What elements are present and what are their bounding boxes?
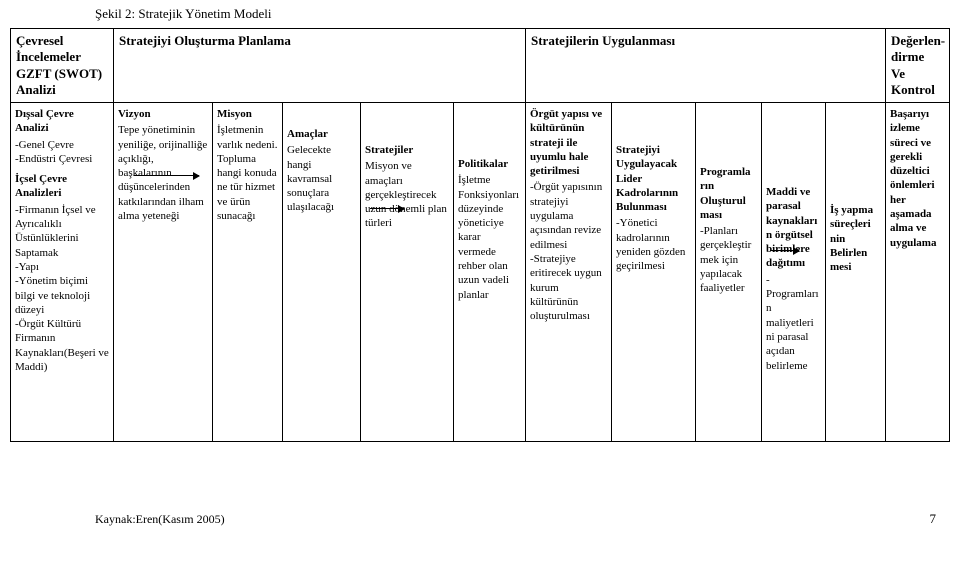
label-external-env: Dışsal Çevre Analizi [15,107,109,136]
source-label: Kaynak:Eren(Kasım 2005) [95,512,950,527]
text-resources: - Programları n maliyetleri ni parasal a… [766,273,821,373]
figure-title: Şekil 2: Stratejik Yönetim Modeli [95,6,950,22]
text-external-env: -Genel Çevre -Endüstri Çevresi [15,138,109,167]
col-vision: Vizyon Tepe yönetiminin yeniliğe, orijin… [114,103,213,441]
label-mission: Misyon [217,107,278,121]
header-cell-planning: Stratejiyi Oluşturma Planlama [114,29,526,102]
col-org-structure: Örgüt yapısı ve kültürünün strateji ile … [526,103,612,441]
col-resources: Maddi ve parasal kaynakları n örgütsel b… [762,103,826,441]
label-programs: Programla rın Oluşturul ması [700,165,757,222]
col-mission: Misyon İşletmenin varlık nedeni. Topluma… [213,103,283,441]
col-monitoring: Başarıyı izleme süreci ve gerekli düzelt… [886,103,946,441]
label-resources: Maddi ve parasal kaynakları n örgütsel b… [766,185,821,271]
col-strategies: Stratejiler Misyon ve amaçları gerçekleş… [361,103,454,441]
label-policies: Politikalar [458,157,521,171]
header-cell-implementation: Stratejilerin Uygulanması [526,29,886,102]
header-cell-swot: Çevresel İncelemeler GZFT (SWOT) Analizi [11,29,114,102]
text-mission: İşletmenin varlık nedeni. Topluma hangi … [217,123,278,223]
header-cell-control: Değerlen-dirme Ve Kontrol [886,29,946,102]
label-processes: İş yapma süreçleri nin Belirlen mesi [830,203,881,274]
label-strategies: Stratejiler [365,143,449,157]
col-goals: Amaçlar Gelecekte hangi kavramsal sonuçl… [283,103,361,441]
col-programs: Programla rın Oluşturul ması -Planları g… [696,103,762,441]
label-org-structure: Örgüt yapısı ve kültürünün strateji ile … [530,107,607,178]
col-environment: Dışsal Çevre Analizi -Genel Çevre -Endüs… [11,103,114,441]
text-programs: -Planları gerçekleştir mek için yapılaca… [700,224,757,295]
text-leaders: -Yönetici kadrolarının yeniden gözden ge… [616,216,691,273]
page-number: 7 [930,511,937,527]
text-strategies: Misyon ve amaçları gerçekleştirecek uzun… [365,159,449,230]
col-leaders: Stratejiyi Uygulayacak Lider Kadrolarını… [612,103,696,441]
label-internal-env: İçsel Çevre Analizleri [15,172,109,201]
label-monitoring: Başarıyı izleme süreci ve gerekli düzelt… [890,107,942,250]
col-policies: Politikalar İşletme Fonksiyonları düzeyi… [454,103,526,441]
flow-arrow [771,250,799,251]
col-processes: İş yapma süreçleri nin Belirlen mesi [826,103,886,441]
header-row: Çevresel İncelemeler GZFT (SWOT) Analizi… [10,28,950,102]
label-goals: Amaçlar [287,127,356,141]
text-policies: İşletme Fonksiyonları düzeyinde yönetici… [458,173,521,302]
label-leaders: Stratejiyi Uygulayacak Lider Kadrolarını… [616,143,691,214]
label-vision: Vizyon [118,107,208,121]
body-row: Dışsal Çevre Analizi -Genel Çevre -Endüs… [10,102,950,442]
text-org-structure: -Örgüt yapısının stratejiyi uygulama açı… [530,180,607,323]
flow-arrow [370,208,404,209]
text-goals: Gelecekte hangi kavramsal sonuçlara ulaş… [287,143,356,214]
flow-arrow [134,175,199,176]
text-internal-env: -Firmanın İçsel ve Ayrıcalıklı Üstünlükl… [15,203,109,375]
